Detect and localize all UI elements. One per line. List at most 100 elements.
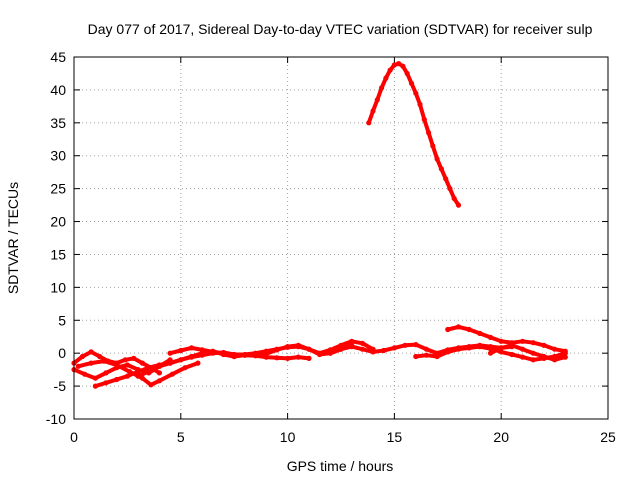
y-tick-label: -5 xyxy=(54,378,67,394)
y-tick-label: 30 xyxy=(50,148,66,164)
x-tick-label: 25 xyxy=(600,429,616,445)
data-point xyxy=(477,330,483,336)
data-point xyxy=(396,61,402,67)
data-point xyxy=(359,346,365,352)
data-point xyxy=(445,349,451,355)
data-point xyxy=(295,354,301,360)
data-point xyxy=(349,338,355,344)
data-point xyxy=(451,195,457,202)
y-tick-label: 20 xyxy=(50,214,66,230)
chart-title: Day 077 of 2017, Sidereal Day-to-day VTE… xyxy=(88,21,593,37)
data-point xyxy=(562,354,568,360)
data-point xyxy=(466,326,472,333)
data-point xyxy=(379,85,385,91)
y-tick-label: 15 xyxy=(50,246,66,262)
data-point xyxy=(188,345,195,351)
data-point xyxy=(167,350,173,356)
data-point xyxy=(391,62,397,68)
data-point xyxy=(359,340,365,346)
data-point xyxy=(210,349,216,355)
y-tick-label: 0 xyxy=(58,345,66,361)
data-point xyxy=(139,360,145,366)
data-point xyxy=(131,355,137,361)
data-point xyxy=(274,347,280,353)
data-point xyxy=(434,353,440,360)
data-point xyxy=(178,357,184,363)
series-track-12 xyxy=(366,61,462,208)
data-point xyxy=(498,338,504,344)
data-point xyxy=(447,186,453,192)
data-point xyxy=(387,67,393,73)
data-point xyxy=(263,351,269,357)
data-point xyxy=(101,358,107,364)
data-point xyxy=(88,360,94,366)
data-point xyxy=(79,353,86,360)
data-point xyxy=(114,362,120,368)
data-point xyxy=(338,346,344,352)
data-point xyxy=(253,351,259,358)
data-point xyxy=(413,342,419,348)
x-tick-label: 20 xyxy=(493,429,509,445)
data-point xyxy=(487,350,494,356)
data-point xyxy=(148,382,154,388)
data-point xyxy=(391,345,397,351)
data-point xyxy=(466,345,472,351)
data-point xyxy=(124,362,130,368)
data-point xyxy=(97,353,103,360)
data-point xyxy=(122,357,128,363)
y-tick-label: 5 xyxy=(58,312,66,328)
series-track-11 xyxy=(487,342,568,363)
y-tick-label: 40 xyxy=(50,82,66,98)
data-point xyxy=(434,156,440,162)
y-tick-label: 45 xyxy=(50,49,66,65)
data-point xyxy=(285,344,291,350)
data-point xyxy=(421,116,427,123)
x-tick-label: 10 xyxy=(280,429,296,445)
data-point xyxy=(220,350,227,356)
y-axis-ticks: -10 -5 0 5 10 15 20 25 30 35 40 45 xyxy=(46,49,608,427)
data-point xyxy=(285,355,291,361)
data-point xyxy=(487,346,494,352)
y-tick-label: 10 xyxy=(50,279,66,295)
data-point xyxy=(317,350,323,356)
data-point xyxy=(383,75,389,81)
data-point xyxy=(242,352,248,358)
data-point xyxy=(306,346,312,352)
data-point xyxy=(169,371,175,377)
data-point xyxy=(370,108,376,114)
data-point xyxy=(520,338,526,344)
data-point xyxy=(530,350,536,356)
data-point xyxy=(231,353,237,360)
data-point xyxy=(195,360,201,366)
data-point xyxy=(455,202,462,208)
data-point xyxy=(103,370,109,376)
data-point xyxy=(88,349,94,355)
data-point xyxy=(167,360,173,366)
data-point xyxy=(423,352,429,358)
y-tick-label: -10 xyxy=(46,411,66,427)
data-point xyxy=(552,357,558,363)
data-point xyxy=(417,101,423,107)
data-point xyxy=(327,350,333,356)
data-point xyxy=(455,324,462,330)
data-point xyxy=(530,357,536,363)
series-track-3 xyxy=(75,358,201,388)
data-point xyxy=(408,80,415,86)
data-point xyxy=(92,383,98,389)
y-tick-label: 35 xyxy=(50,115,66,131)
data-point xyxy=(103,380,109,386)
data-point xyxy=(541,342,547,348)
data-point xyxy=(338,342,344,348)
data-point xyxy=(146,369,152,375)
y-tick-label: 25 xyxy=(50,181,66,197)
plot-border xyxy=(73,56,609,420)
data-point xyxy=(430,143,436,149)
data-point xyxy=(199,352,205,358)
data-point xyxy=(438,166,444,172)
data-point xyxy=(443,176,449,182)
x-tick-label: 5 xyxy=(177,429,185,445)
data-point xyxy=(156,363,162,369)
data-point xyxy=(413,90,419,96)
